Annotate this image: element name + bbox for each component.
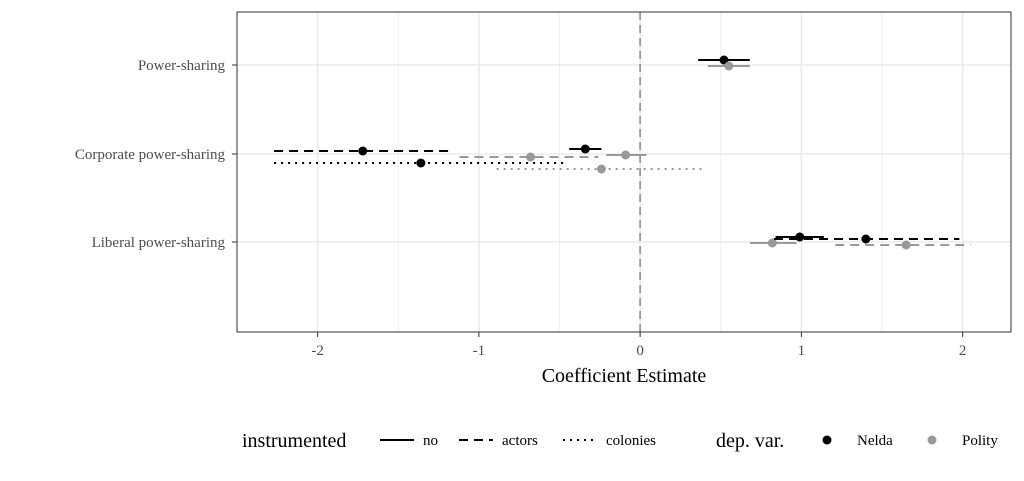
panel-border xyxy=(236,11,1012,333)
grid-layer xyxy=(236,12,1011,332)
estimate-point xyxy=(861,234,871,244)
y-tick-label: Liberal power-sharing xyxy=(92,235,226,251)
estimate-point xyxy=(795,232,805,242)
estimate-point xyxy=(580,144,590,154)
estimate-point xyxy=(358,146,368,156)
legend-title-instrumented: instrumented xyxy=(242,430,346,452)
legend-label: actors xyxy=(502,433,538,449)
legend-title-depvar: dep. var. xyxy=(716,430,784,452)
axis-layer: -2 -1 0 1 2 Power-sharing Corporate power-shar… xyxy=(75,58,966,359)
estimate-point xyxy=(596,164,606,174)
data-layer xyxy=(274,55,971,250)
y-tick-label: Corporate power-sharing xyxy=(75,147,226,163)
legend-key-point xyxy=(927,435,937,445)
x-tick-label: -2 xyxy=(311,343,324,359)
estimate-point xyxy=(767,238,777,248)
estimate-point xyxy=(901,240,911,250)
x-tick-label: 1 xyxy=(798,343,806,359)
y-tick-label: Power-sharing xyxy=(138,58,226,74)
estimate-point xyxy=(621,150,631,160)
estimate-point xyxy=(724,61,734,71)
x-axis-title: Coefficient Estimate xyxy=(542,365,707,387)
legend-label: no xyxy=(423,433,438,449)
legend-label: Polity xyxy=(962,433,998,449)
legend: instrumented no actors colonies dep. var. Nel… xyxy=(242,430,998,452)
estimate-point xyxy=(719,55,729,65)
estimate-point xyxy=(525,152,535,162)
legend-label: colonies xyxy=(606,433,656,449)
x-tick-label: 2 xyxy=(959,343,967,359)
x-tick-label: 0 xyxy=(636,343,644,359)
estimate-point xyxy=(416,158,426,168)
legend-label: Nelda xyxy=(857,433,893,449)
x-tick-label: -1 xyxy=(473,343,486,359)
legend-key-point xyxy=(822,435,832,445)
